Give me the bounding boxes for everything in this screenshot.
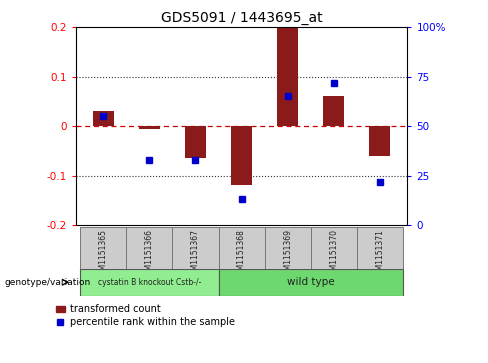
Text: GSM1151370: GSM1151370 bbox=[329, 229, 338, 280]
Bar bbox=[80, 227, 126, 269]
Bar bbox=[219, 227, 264, 269]
Text: GSM1151367: GSM1151367 bbox=[191, 229, 200, 280]
Text: cystatin B knockout Cstb-/-: cystatin B knockout Cstb-/- bbox=[98, 278, 201, 287]
Text: GSM1151369: GSM1151369 bbox=[283, 229, 292, 280]
Bar bbox=[139, 126, 160, 129]
Text: GSM1151366: GSM1151366 bbox=[145, 229, 154, 280]
Text: GSM1151365: GSM1151365 bbox=[99, 229, 108, 280]
Bar bbox=[219, 269, 403, 296]
Bar bbox=[126, 227, 172, 269]
Bar bbox=[185, 126, 206, 158]
Bar bbox=[324, 97, 344, 126]
Bar bbox=[93, 111, 114, 126]
Bar bbox=[172, 227, 219, 269]
Bar bbox=[277, 27, 298, 126]
Bar bbox=[80, 269, 219, 296]
Legend: transformed count, percentile rank within the sample: transformed count, percentile rank withi… bbox=[56, 304, 235, 327]
Bar bbox=[357, 227, 403, 269]
Text: GSM1151371: GSM1151371 bbox=[375, 229, 385, 280]
Bar bbox=[311, 227, 357, 269]
Text: genotype/variation: genotype/variation bbox=[5, 278, 91, 287]
Text: wild type: wild type bbox=[287, 277, 334, 287]
Bar bbox=[231, 126, 252, 185]
Bar bbox=[264, 227, 311, 269]
Title: GDS5091 / 1443695_at: GDS5091 / 1443695_at bbox=[161, 11, 323, 25]
Bar bbox=[369, 126, 390, 156]
Text: GSM1151368: GSM1151368 bbox=[237, 229, 246, 280]
